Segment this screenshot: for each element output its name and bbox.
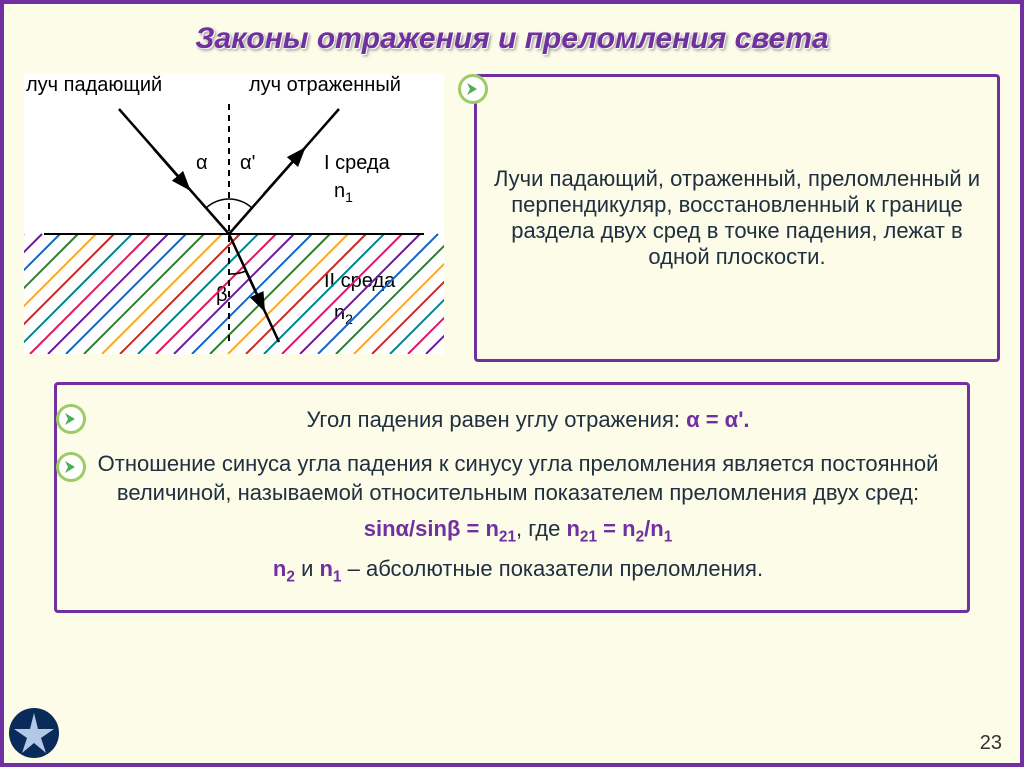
law-box-2: Угол падения равен углу отражения: α = α… bbox=[54, 382, 970, 613]
law1-text: Лучи падающий, отраженный, преломленный … bbox=[491, 166, 983, 270]
formula-alpha-eq: α = α'. bbox=[686, 407, 749, 432]
bullet-arrow-icon bbox=[55, 403, 87, 435]
law2-n-def: n2 и n1 – абсолютные показатели преломле… bbox=[87, 554, 949, 588]
org-logo-icon bbox=[8, 707, 60, 759]
slide: Законы отражения и преломления света луч… bbox=[0, 0, 1024, 767]
page-number: 23 bbox=[980, 732, 1002, 755]
formula-snell: sinα/sinβ = n21, где n21 = n2/n1 bbox=[364, 516, 673, 541]
slide-title: Законы отражения и преломления света bbox=[4, 22, 1020, 56]
law2-para: Отношение синуса угла падения к синусу у… bbox=[87, 449, 949, 508]
law-box-1: Лучи падающий, отраженный, преломленный … bbox=[474, 74, 1000, 362]
refraction-diagram: луч падающий луч отраженный I среда n1 I… bbox=[24, 74, 444, 354]
upper-row: луч падающий луч отраженный I среда n1 I… bbox=[4, 66, 1020, 362]
bullet-arrow-icon bbox=[457, 73, 489, 105]
law2-line1: Угол падения равен углу отражения: α = α… bbox=[87, 405, 949, 435]
diagram-svg bbox=[24, 74, 444, 354]
law2-formula-line: sinα/sinβ = n21, где n21 = n2/n1 bbox=[87, 514, 949, 548]
bullet-arrow-icon bbox=[55, 451, 87, 483]
